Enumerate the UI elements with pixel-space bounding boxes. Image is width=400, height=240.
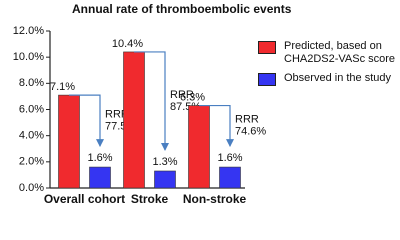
chart: Annual rate of thromboembolic events 0.0… — [13, 2, 292, 206]
value-label: 10.4% — [112, 38, 143, 50]
legend-label: Observed in the study — [284, 72, 392, 84]
x-tick-label: Overall cohort — [44, 192, 125, 206]
bar — [188, 105, 210, 189]
y-tick-label: 8.0% — [19, 77, 44, 89]
value-label: 1.6% — [87, 152, 112, 164]
bar — [219, 166, 241, 189]
annotation: RRR — [105, 108, 129, 120]
value-label: 6.3% — [180, 91, 205, 103]
value-label: 7.1% — [50, 81, 75, 93]
y-tick-label: 6.0% — [19, 103, 44, 115]
legend-swatch — [258, 73, 276, 86]
value-label: 1.3% — [152, 156, 177, 168]
y-tick-label: 0.0% — [19, 182, 44, 194]
reduction-arrow — [69, 94, 104, 148]
legend-item: Observed in the study — [258, 72, 400, 86]
bar — [123, 51, 145, 189]
annotation: RRR — [170, 89, 194, 101]
annotation: 77.5% — [105, 120, 136, 132]
annotation: RRR — [235, 114, 259, 126]
y-tick-label: 2.0% — [19, 156, 44, 168]
reduction-arrow — [134, 51, 169, 151]
y-tick-label: 10.0% — [13, 51, 44, 63]
annotation: 74.6% — [235, 126, 266, 138]
legend-swatch — [258, 41, 276, 54]
x-tick-label: Non-stroke — [183, 192, 247, 206]
page: Annual rate of thromboembolic events 0.0… — [13, 2, 400, 206]
reduction-arrow — [199, 104, 234, 148]
x-tick-label: Stroke — [131, 192, 169, 206]
bar — [58, 94, 80, 189]
value-label: 1.6% — [217, 152, 242, 164]
y-tick-label: 4.0% — [19, 130, 44, 142]
chart-title: Annual rate of thromboembolic events — [72, 2, 292, 16]
legend-label: Predicted, based on CHA2DS2-VASc score — [284, 40, 396, 65]
y-tick-label: 12.0% — [13, 25, 44, 37]
bar — [154, 170, 176, 189]
legend-item: Predicted, based on CHA2DS2-VASc score — [258, 40, 400, 66]
bar — [89, 166, 111, 189]
